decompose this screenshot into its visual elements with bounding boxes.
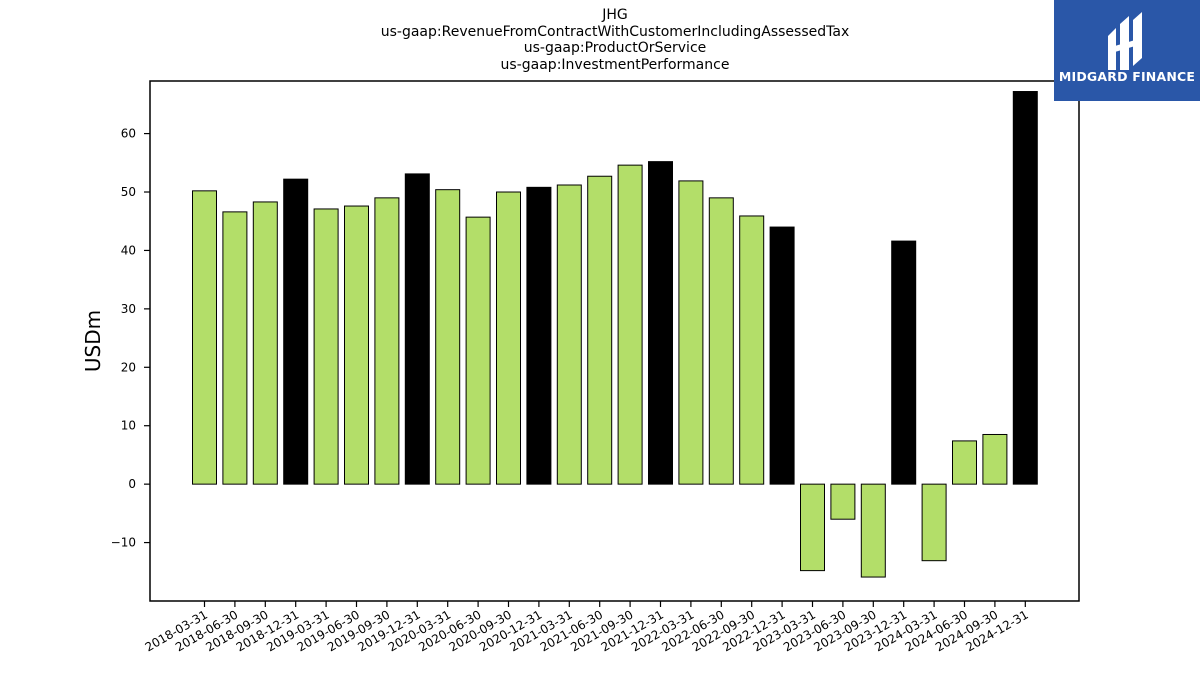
y-tick-label: 60 — [121, 127, 136, 141]
y-tick-label: 10 — [121, 419, 136, 433]
bar-2018-12-31 — [283, 178, 309, 485]
chart-subtitle-concept: us-gaap:RevenueFromContractWithCustomerI… — [380, 23, 850, 40]
bar-2024-06-30 — [952, 440, 977, 485]
bar-2021-12-31 — [648, 161, 673, 485]
bar-2018-03-31 — [192, 190, 217, 485]
bar-2024-09-30 — [982, 433, 1008, 485]
bar-2023-12-31 — [891, 240, 917, 485]
bar-2024-12-31 — [1012, 91, 1038, 485]
bar-2024-03-31 — [921, 483, 947, 562]
bar-2018-09-30 — [252, 201, 278, 485]
y-tick-label: −10 — [111, 536, 136, 550]
bar-2019-03-31 — [313, 208, 339, 485]
bar-2018-06-30 — [222, 211, 248, 485]
bar-2022-06-30 — [708, 197, 734, 485]
bar-2023-03-31 — [800, 483, 825, 572]
y-tick-label: 30 — [121, 302, 136, 316]
bar-2019-06-30 — [344, 205, 369, 485]
y-tick-label: 0 — [128, 477, 136, 491]
bar-2019-09-30 — [374, 197, 400, 485]
plot-frame — [149, 80, 1080, 602]
y-axis-label: USDm — [81, 310, 105, 372]
y-tick-label: 40 — [121, 243, 136, 257]
bar-2022-09-30 — [739, 215, 765, 485]
bar-2022-12-31 — [769, 226, 795, 485]
bar-2020-06-30 — [465, 216, 491, 485]
bar-2019-12-31 — [404, 173, 430, 485]
chart-title: JHG — [602, 7, 628, 23]
bar-2021-06-30 — [587, 175, 613, 485]
bar-2023-06-30 — [830, 483, 856, 520]
brand-name: MIDGARD FINANCE — [1058, 69, 1196, 84]
chart-subtitle-member: us-gaap:InvestmentPerformance — [500, 56, 730, 73]
y-tick-label: 20 — [121, 360, 136, 374]
bar-2021-09-30 — [617, 164, 643, 485]
y-tick-label: 50 — [121, 185, 136, 199]
bar-2022-03-31 — [678, 180, 704, 485]
midgard-logo-icon — [1108, 12, 1142, 70]
bar-2020-12-31 — [526, 186, 552, 485]
bar-2023-09-30 — [860, 483, 886, 578]
chart-subtitle-axis: us-gaap:ProductOrService — [523, 40, 707, 56]
bar-2021-03-31 — [556, 184, 582, 485]
bar-2020-09-30 — [496, 191, 521, 485]
bar-2020-03-31 — [435, 189, 461, 485]
brand-logo: MIDGARD FINANCE — [1054, 0, 1200, 101]
